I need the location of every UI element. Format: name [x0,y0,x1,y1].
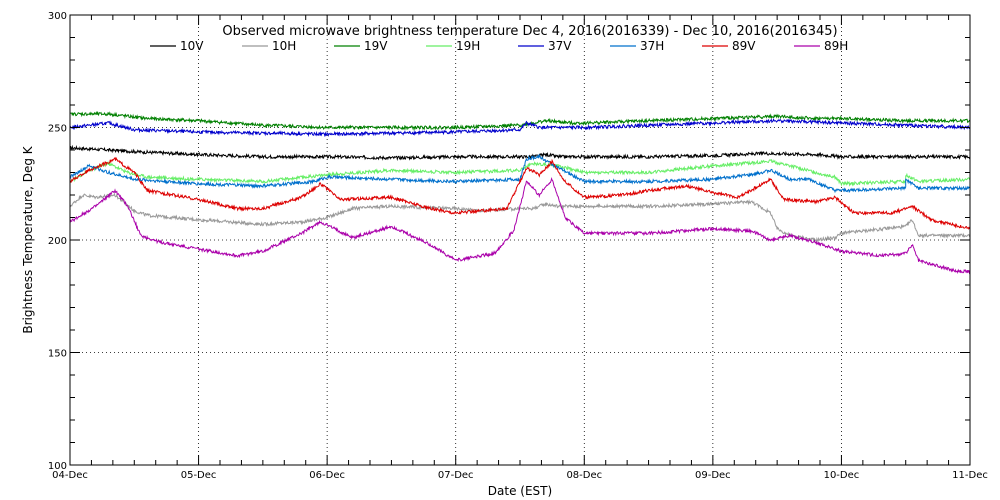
y-tick-label: 300 [48,11,67,22]
y-tick-label: 100 [48,461,67,472]
series-line-89v [69,156,971,230]
legend: 10V 10H 19V 19H 37V 37H 89V 89H [150,39,848,53]
y-tick-label: 150 [48,349,67,360]
legend-label-37h: 37H [640,39,664,53]
series-line-19h [69,158,970,187]
legend-label-89v: 89V [732,39,756,53]
y-tick-label: 200 [48,236,67,247]
legend-label-89h: 89H [824,39,848,53]
series-line-89h [69,177,971,275]
chart-title: Observed microwave brightness temperatur… [222,24,837,39]
legend-label-37v: 37V [548,39,572,53]
series-line-37h [69,153,971,194]
legend-label-19h: 19H [456,39,480,53]
x-tick-label: 06-Dec [309,470,345,481]
axis-ticks: 04-Dec 05-Dec 06-Dec 07-Dec 08-Dec 09-Dec 10-D… [48,11,988,481]
x-tick-label: 07-Dec [438,470,474,481]
x-axis-label: Date (EST) [488,484,552,498]
grid-lines [70,15,970,465]
y-axis-label: Brightness Temperature, Deg K [21,145,35,333]
y-tick-label: 250 [48,124,67,135]
series-line-37v [69,118,971,138]
x-tick-label: 09-Dec [695,470,731,481]
legend-label-10v: 10V [180,39,204,53]
series-line-19v [69,110,971,131]
x-tick-label: 08-Dec [566,470,602,481]
series-layer [69,110,971,275]
series-line-10v [70,144,971,162]
legend-label-10h: 10H [272,39,296,53]
x-tick-label: 04-Dec [52,470,88,481]
legend-label-19v: 19V [364,39,388,53]
x-tick-label: 10-Dec [824,470,860,481]
x-tick-label: 11-Dec [952,470,988,481]
x-tick-label: 05-Dec [181,470,217,481]
